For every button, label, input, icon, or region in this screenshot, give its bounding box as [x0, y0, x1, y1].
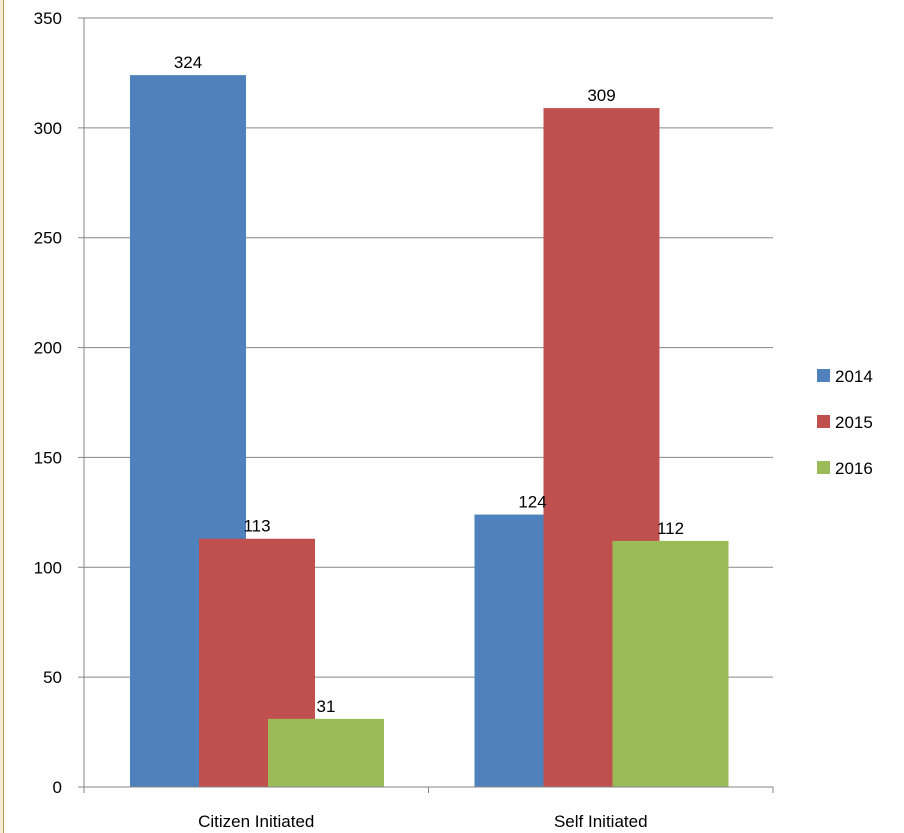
y-tick-label: 250: [34, 229, 62, 248]
y-tick-label: 150: [34, 448, 62, 467]
data-label: 124: [518, 493, 546, 512]
bar-2016-self-initiated: [612, 540, 729, 787]
bar-2016-citizen-initiated: [268, 718, 384, 787]
legend-label: 2014: [835, 367, 873, 386]
y-tick-label: 50: [43, 668, 62, 687]
data-label: 309: [587, 86, 615, 105]
legend-label: 2015: [835, 413, 873, 432]
bars: [130, 75, 729, 787]
y-tick-label: 200: [34, 339, 62, 358]
y-tick-label: 0: [53, 778, 62, 797]
y-tick-label: 300: [34, 119, 62, 138]
legend: 2014 2015 2016: [817, 367, 873, 478]
legend-swatch-2015: [817, 415, 830, 428]
y-axis-tick-labels: 0 50 100 150 200 250 300 350: [34, 9, 62, 797]
data-label: 113: [243, 517, 270, 536]
legend-label: 2016: [835, 459, 873, 478]
data-label: 31: [317, 697, 336, 716]
window-frame-edge: [0, 0, 4, 833]
data-label: 112: [657, 519, 684, 538]
data-label: 324: [174, 53, 202, 72]
x-category-label: Self Initiated: [554, 812, 648, 831]
x-axis-category-labels: Citizen Initiated Self Initiated: [198, 812, 647, 831]
x-category-label: Citizen Initiated: [198, 812, 314, 831]
y-tick-label: 100: [34, 558, 62, 577]
legend-swatch-2016: [817, 461, 830, 474]
data-labels: 324 113 31 124 309 112: [174, 53, 684, 716]
axes: [78, 17, 774, 793]
y-tick-label: 350: [34, 9, 62, 28]
legend-swatch-2014: [817, 369, 830, 382]
